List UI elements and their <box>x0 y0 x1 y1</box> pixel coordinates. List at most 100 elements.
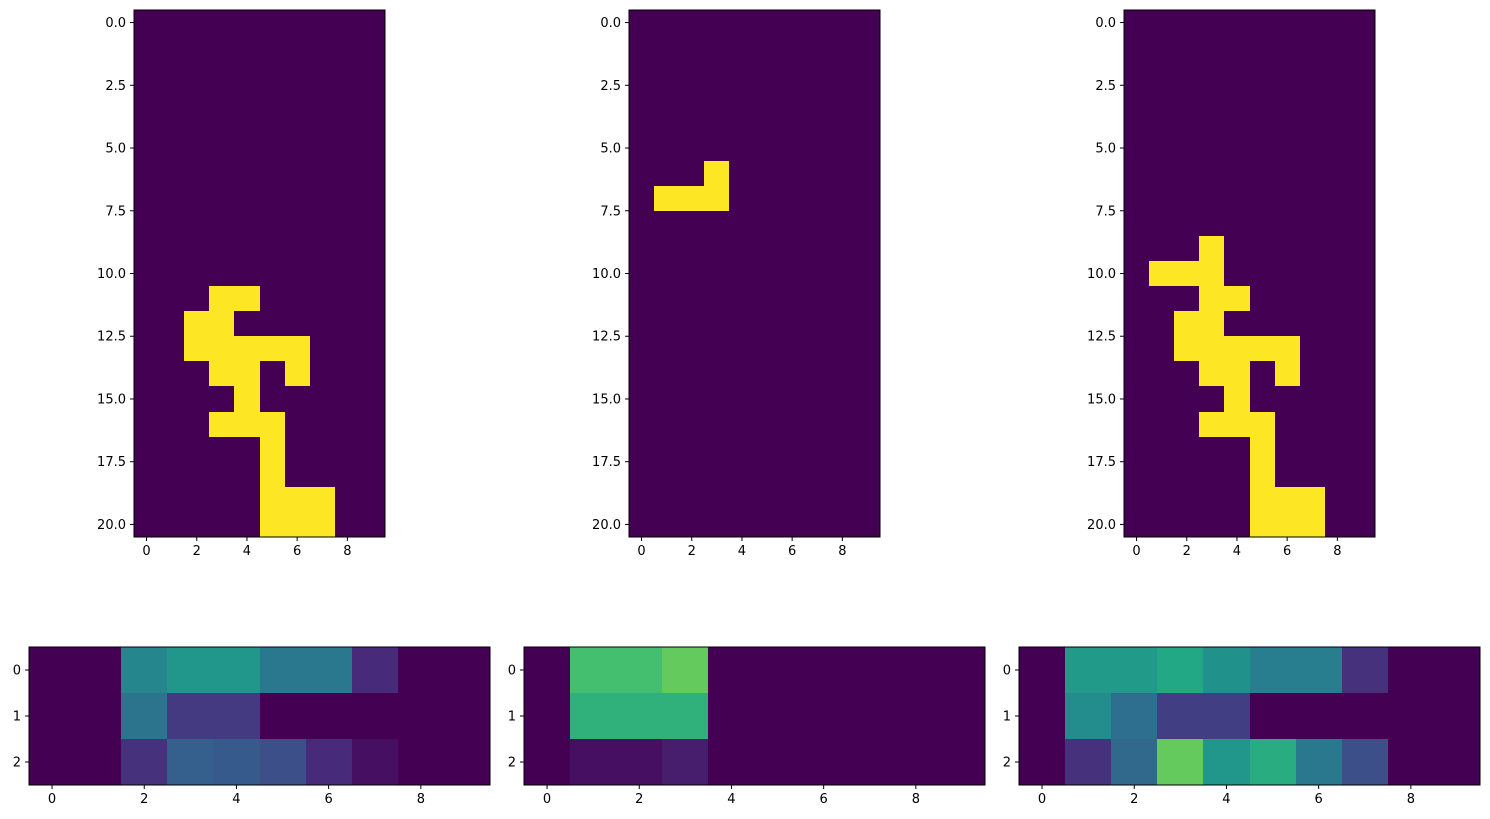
heatmap-cell <box>234 186 261 212</box>
heatmap-cell <box>855 336 881 362</box>
heatmap-cell <box>1350 186 1376 212</box>
heatmap-cell <box>335 286 361 312</box>
heatmap-cell <box>234 135 261 162</box>
heatmap-cell <box>1174 211 1200 237</box>
heatmap-cell <box>1250 487 1276 513</box>
x-tick-label: 4 <box>727 792 735 807</box>
heatmap-cell <box>134 60 160 86</box>
heatmap-cell <box>167 647 214 694</box>
x-tick-label: 0 <box>142 544 150 559</box>
x-tick-label: 8 <box>912 792 920 807</box>
heatmap-cell <box>679 311 705 337</box>
heatmap-cell <box>654 211 680 237</box>
heatmap-cell <box>801 693 848 740</box>
heatmap-cell <box>335 60 361 86</box>
heatmap-cell <box>855 135 881 162</box>
heatmap-cell <box>335 110 361 136</box>
heatmap-cell <box>524 693 571 740</box>
heatmap-cell <box>708 647 756 694</box>
heatmap-cell <box>159 361 185 387</box>
y-tick-label: 5.0 <box>105 142 126 157</box>
heatmap-cell <box>1250 386 1276 413</box>
heatmap-cell <box>704 236 730 262</box>
heatmap-cell <box>704 135 730 162</box>
heatmap-cell <box>855 412 881 438</box>
heatmap-cell <box>847 693 894 740</box>
heatmap-cell <box>234 211 261 237</box>
heatmap-cell <box>1296 693 1343 740</box>
heatmap-cell <box>1250 286 1276 312</box>
heatmap-cell <box>398 647 445 694</box>
heatmap-cell <box>360 10 386 36</box>
heatmap-cell <box>1224 135 1251 162</box>
heatmap-cell <box>855 487 881 513</box>
heatmap-cell <box>1250 211 1276 237</box>
y-tick-label: 2 <box>508 756 516 771</box>
heatmap-cell <box>855 512 881 538</box>
heatmap-cell <box>310 462 336 488</box>
heatmap-cell <box>679 286 705 312</box>
heatmap-cell <box>830 35 856 61</box>
heatmap-cell <box>1300 361 1326 387</box>
heatmap-cell <box>629 512 655 538</box>
heatmap-cell <box>855 35 881 61</box>
heatmap-cell <box>1111 739 1158 786</box>
heatmap-cell <box>209 311 235 337</box>
heatmap-cell <box>209 386 235 413</box>
heatmap-cell <box>755 462 781 488</box>
heatmap-cell <box>755 647 802 694</box>
heatmap-cell <box>1350 361 1376 387</box>
heatmap-cell <box>1124 186 1150 212</box>
heatmap-cell <box>755 412 781 438</box>
heatmap-cell <box>310 261 336 287</box>
heatmap-cell <box>1275 60 1301 86</box>
heatmap-cell <box>805 361 831 387</box>
heatmap-cell <box>1111 647 1158 694</box>
heatmap-cell <box>729 161 756 187</box>
heatmap-cell <box>335 211 361 237</box>
heatmap-cell <box>855 286 881 312</box>
y-tick-label: 5.0 <box>600 142 621 157</box>
heatmap-cell <box>159 412 185 438</box>
y-tick-label: 17.5 <box>1087 455 1116 470</box>
heatmap-cell <box>285 60 311 86</box>
heatmap-cell <box>260 10 286 36</box>
heatmap-cell <box>1149 10 1175 36</box>
heatmap-cell <box>159 487 185 513</box>
heatmap-cell <box>654 161 680 187</box>
heatmap-cell <box>285 512 311 538</box>
heatmap-cell <box>1325 35 1351 61</box>
heatmap-cell <box>1275 437 1301 463</box>
heatmap-cell <box>1224 437 1251 463</box>
heatmap-cell <box>1275 386 1301 413</box>
heatmap-cell <box>260 647 307 694</box>
heatmap-cell <box>1350 512 1376 538</box>
heatmap-cell <box>310 286 336 312</box>
heatmap-cell <box>1199 286 1225 312</box>
heatmap-cell <box>134 236 160 262</box>
heatmap-cell <box>855 311 881 337</box>
heatmap-cell <box>260 336 286 362</box>
heatmap-cell <box>755 186 781 212</box>
heatmap-cell <box>335 236 361 262</box>
heatmap-cell <box>1199 110 1225 136</box>
heatmap-cell <box>310 161 336 187</box>
heatmap-cell <box>780 186 806 212</box>
heatmap-cell <box>1300 10 1326 36</box>
heatmap-cell <box>285 437 311 463</box>
heatmap-cell <box>1224 487 1251 513</box>
heatmap-cell <box>729 110 756 136</box>
heatmap-cell <box>398 739 445 786</box>
heatmap-cell <box>234 261 261 287</box>
heatmap-cell <box>1275 110 1301 136</box>
heatmap-cell <box>780 386 806 413</box>
heatmap-cell <box>1174 35 1200 61</box>
heatmap-cell <box>629 85 655 111</box>
heatmap-cell <box>1124 512 1150 538</box>
heatmap-cell <box>184 487 210 513</box>
heatmap-cell <box>1325 487 1351 513</box>
heatmap-cell <box>184 211 210 237</box>
heatmap-cell <box>260 386 286 413</box>
heatmap-cell <box>285 386 311 413</box>
heatmap-cell <box>805 85 831 111</box>
